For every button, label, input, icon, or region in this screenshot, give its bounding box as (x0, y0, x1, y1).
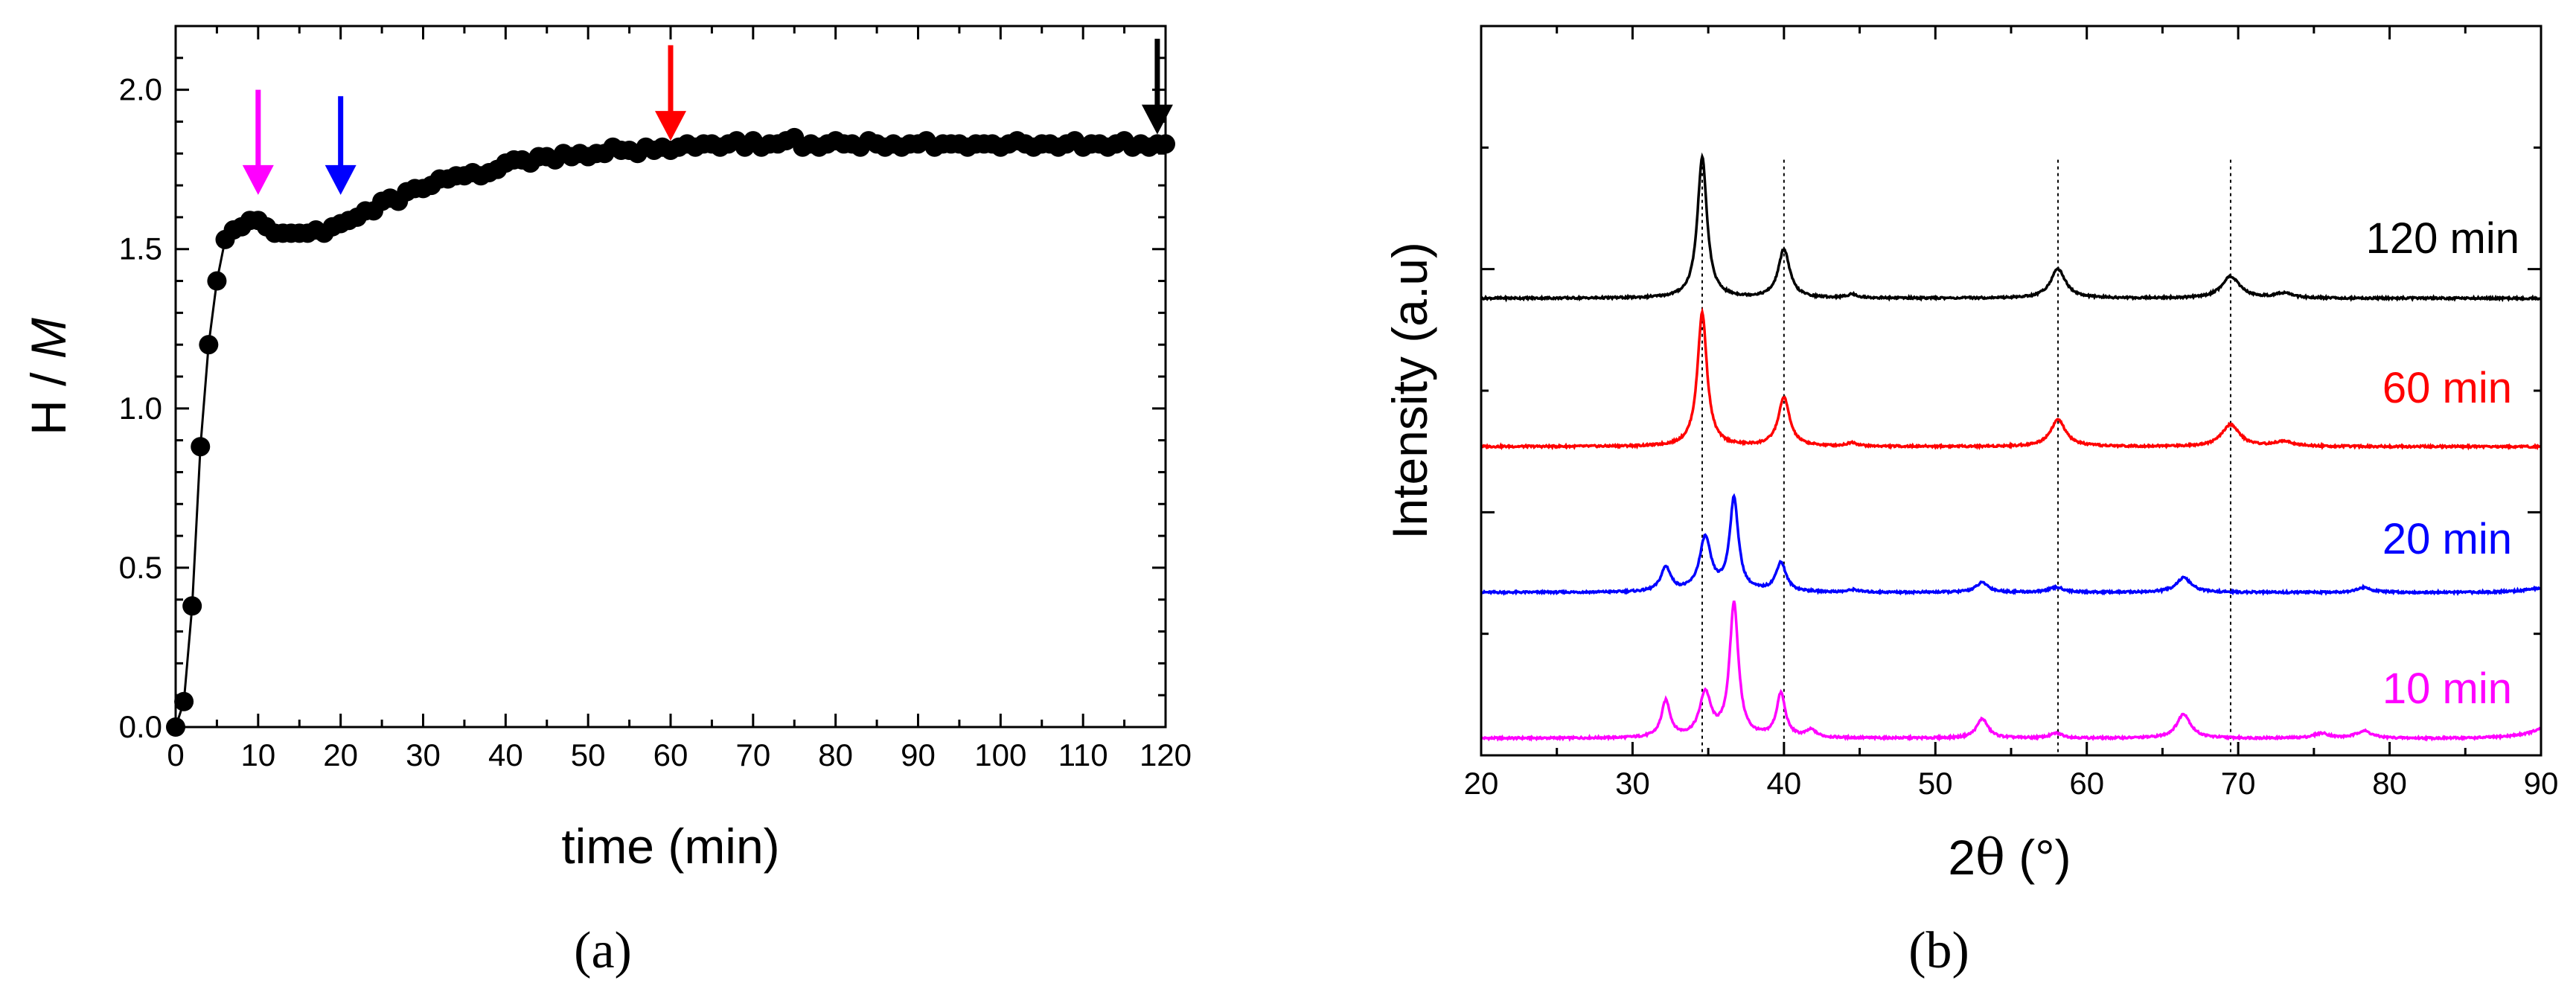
series-label-60-min: 60 min (2382, 364, 2512, 412)
y-tick-label: 2.0 (119, 72, 162, 107)
x-tick-label: 90 (901, 737, 936, 772)
x-tick-label: 40 (1766, 766, 1801, 801)
panel-b-reference-lines (1701, 159, 2231, 755)
x-tick-label: 30 (1615, 766, 1650, 801)
x-tick-label: 50 (1918, 766, 1953, 801)
y-tick-label: 0.0 (119, 709, 162, 744)
x-tick-label: 20 (1464, 766, 1499, 801)
panel-a-plot-frame (174, 25, 1167, 729)
x-tick-label: 10 (240, 737, 275, 772)
x-tick-label: 90 (2524, 766, 2559, 801)
x-tick-label: 120 (1140, 737, 1192, 772)
x-tick-label: 80 (2372, 766, 2407, 801)
xrd-curve-20-min (1480, 493, 2543, 596)
y-tick-label: 1.0 (119, 391, 162, 426)
x-tick-label: 110 (1058, 737, 1108, 772)
panel-b-y-axis-title: Intensity (a.u) (1382, 242, 1437, 540)
panel-b-plot-frame (1480, 25, 2543, 757)
panel-b-xrd-plot: 20 30 40 50 60 70 80 90 120 min 60 min 20 min 1… (1382, 25, 2559, 979)
data-point (207, 271, 227, 291)
data-point (199, 335, 219, 355)
panel-b-label: (b) (1908, 922, 1969, 979)
series-label-10-min: 10 min (2382, 665, 2512, 713)
x-tick-label: 60 (653, 737, 688, 772)
panel-b-x-axis-title: 2θ (°) (1948, 829, 2071, 886)
x-tick-label: 30 (406, 737, 441, 772)
panel-b-series-labels: 120 min 60 min 20 min 10 min (2366, 214, 2519, 713)
panel-b-ticks: 20 30 40 50 60 70 80 90 (1464, 26, 2559, 801)
y-tick-label: 1.5 (119, 231, 162, 266)
panel-a-y-axis-title: H / M (21, 318, 76, 435)
panel-a-label: (a) (574, 922, 632, 979)
panel-a-data-points (166, 127, 1175, 737)
data-point (182, 596, 202, 616)
y-tick-label: 0.5 (119, 550, 162, 585)
xrd-curve-120-min (1480, 152, 2543, 303)
series-label-20-min: 20 min (2382, 515, 2512, 563)
time-marker-arrow (325, 96, 357, 195)
panel-a-time-plot: 0 10 20 30 40 50 60 70 80 90 100 110 120 0.0 0.5 1.0 1.5… (21, 25, 1192, 979)
x-tick-label: 80 (818, 737, 853, 772)
panel-b-curves (1480, 152, 2543, 742)
data-point (191, 437, 211, 457)
panel-a-arrows (242, 39, 1173, 195)
xrd-curve-60-min (1480, 307, 2543, 451)
panel-a-ticks: 0 10 20 30 40 50 60 70 80 90 100 110 120 0.0 0.5 1.0 1.5… (119, 26, 1192, 772)
x-tick-label: 0 (167, 737, 184, 772)
time-marker-arrow (1141, 39, 1173, 135)
x-tick-label: 70 (2221, 766, 2256, 801)
panel-a-x-axis-title: time (min) (561, 819, 779, 874)
time-marker-arrow (242, 89, 274, 195)
x-tick-label: 70 (735, 737, 770, 772)
data-point (174, 691, 194, 711)
x-tick-label: 50 (571, 737, 606, 772)
xrd-curve-10-min (1480, 600, 2542, 742)
x-tick-label: 20 (323, 737, 358, 772)
x-tick-label: 40 (488, 737, 523, 772)
series-label-120-min: 120 min (2366, 214, 2519, 263)
time-marker-arrow (655, 45, 686, 141)
x-tick-label: 100 (974, 737, 1026, 772)
x-tick-label: 60 (2069, 766, 2104, 801)
